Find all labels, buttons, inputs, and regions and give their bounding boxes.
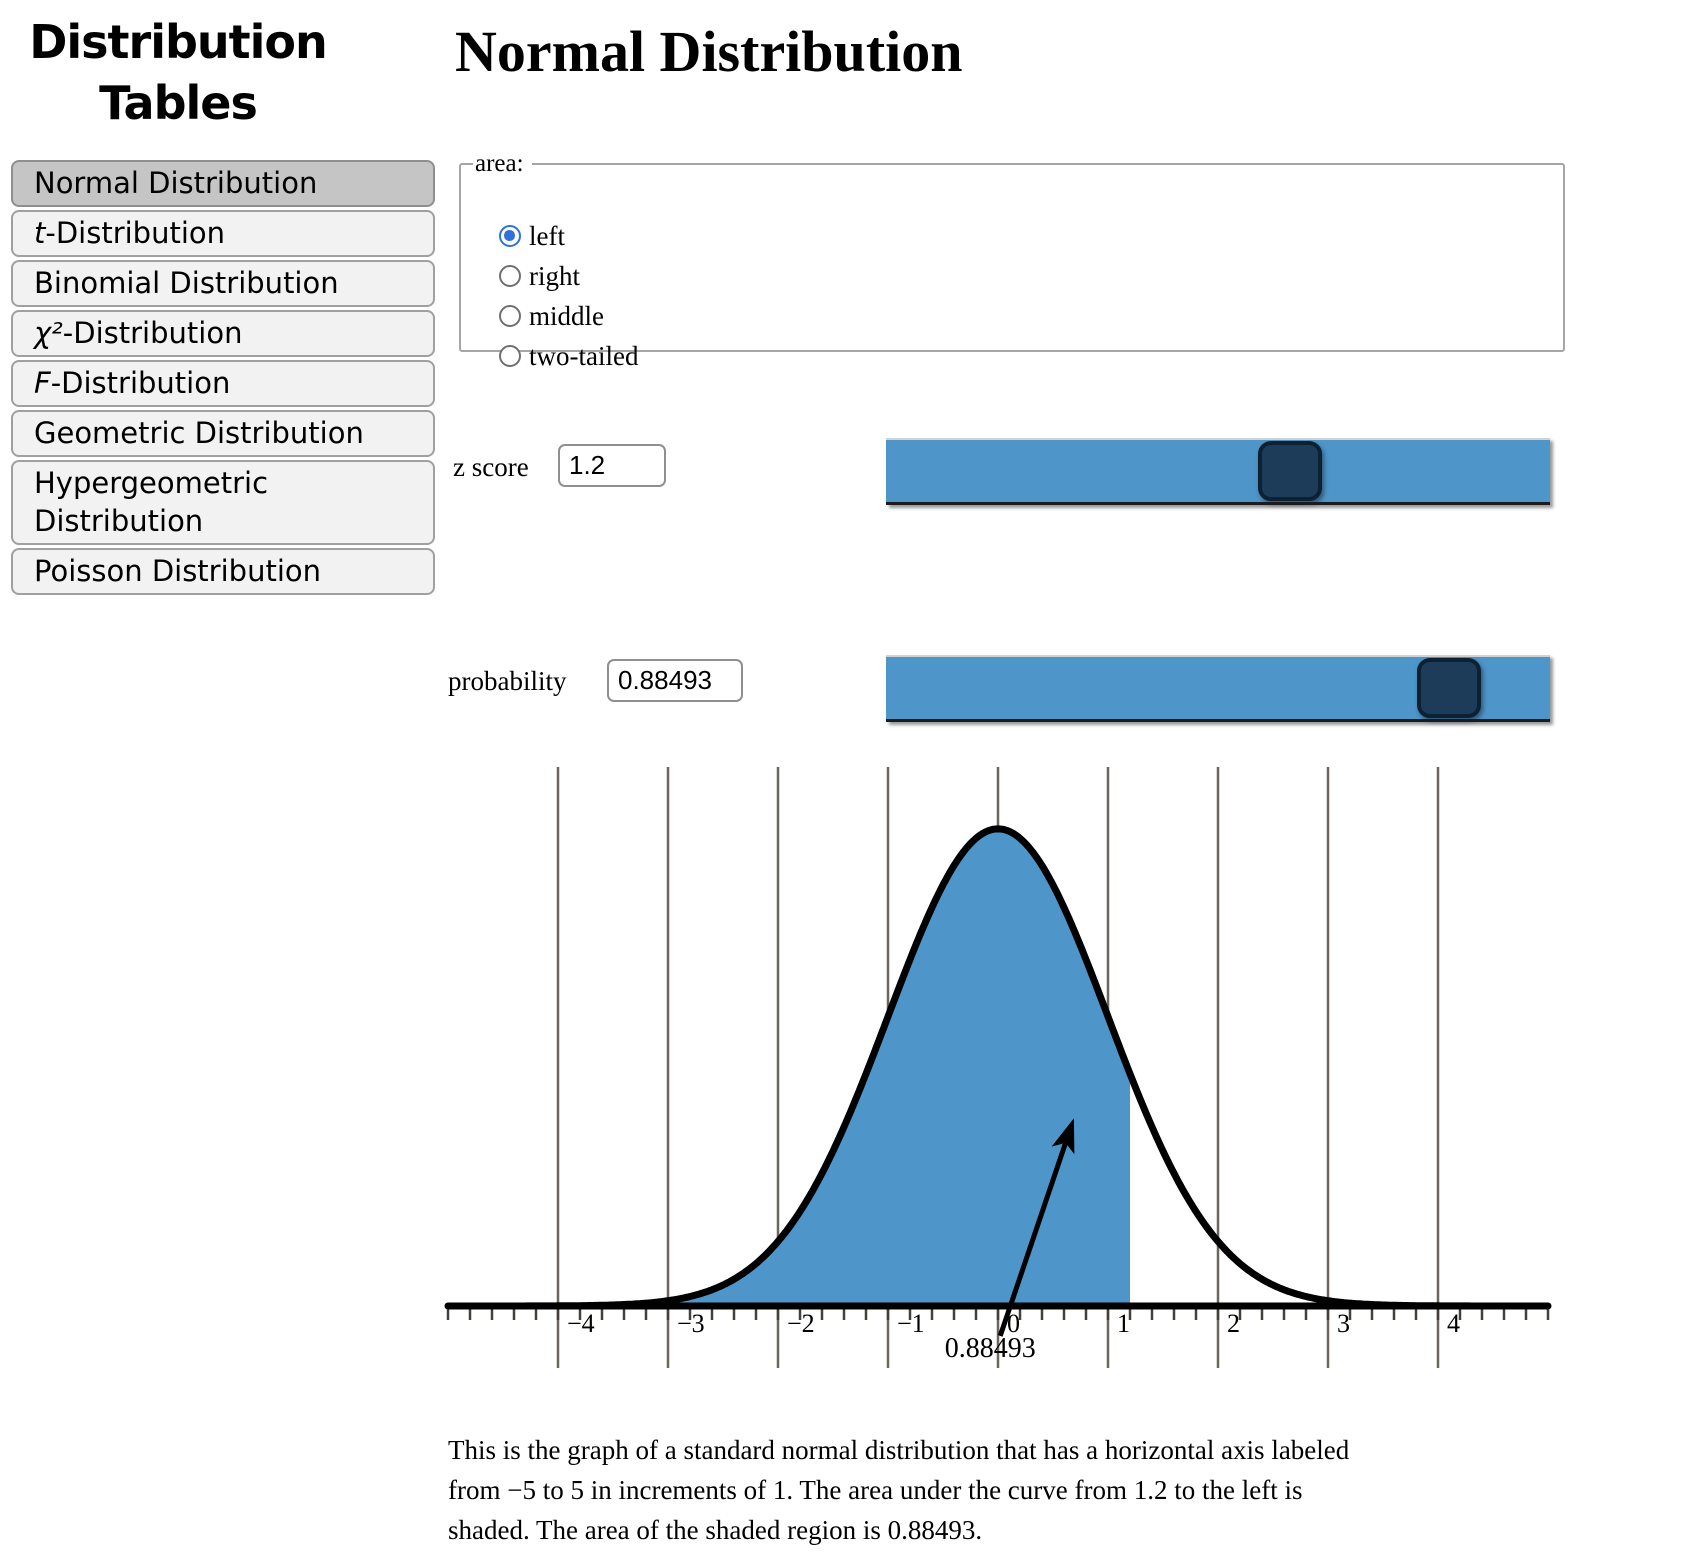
area-fieldset: area: left right middle two-tailed — [459, 150, 1565, 371]
svg-text:−2: −2 — [787, 1309, 815, 1338]
page-title: Normal Distribution — [455, 19, 963, 84]
radio-right-icon[interactable] — [499, 265, 521, 287]
radio-option-two-tailed[interactable]: two-tailed — [499, 340, 639, 371]
chart-description: This is the graph of a standard normal d… — [448, 1430, 1349, 1550]
sidebar-item-t-distribution[interactable]: t-Distribution — [11, 210, 435, 257]
svg-text:3: 3 — [1337, 1309, 1350, 1338]
radio-left-label: left — [529, 220, 565, 251]
radio-two-tailed-label: two-tailed — [529, 340, 639, 371]
chart-description-line1: This is the graph of a standard normal d… — [448, 1435, 1350, 1465]
distribution-nav: Normal Distribution t-Distribution Binom… — [11, 160, 435, 595]
z-score-input[interactable] — [558, 444, 666, 487]
svg-text:−3: −3 — [677, 1309, 705, 1338]
radio-two-tailed-icon[interactable] — [499, 345, 521, 367]
svg-text:4: 4 — [1447, 1309, 1460, 1338]
radio-option-left[interactable]: left — [499, 220, 565, 251]
svg-text:0.88493: 0.88493 — [945, 1333, 1036, 1364]
radio-option-middle[interactable]: middle — [499, 300, 604, 331]
probability-slider-track[interactable] — [886, 655, 1550, 722]
radio-middle-icon[interactable] — [499, 305, 521, 327]
svg-text:−1: −1 — [897, 1309, 925, 1338]
radio-middle-label: middle — [529, 300, 604, 331]
app-title: Distribution Tables — [0, 12, 356, 134]
app-title-line2: Tables — [99, 76, 258, 130]
sidebar-item-chi-square-distribution[interactable]: χ²-Distribution — [11, 310, 435, 357]
radio-option-right[interactable]: right — [499, 260, 580, 291]
radio-left-icon[interactable] — [499, 225, 521, 247]
svg-text:2: 2 — [1227, 1309, 1240, 1338]
svg-text:1: 1 — [1117, 1309, 1130, 1338]
sidebar-item-f-distribution[interactable]: F-Distribution — [11, 360, 435, 407]
z-score-slider-track[interactable] — [886, 438, 1550, 505]
sidebar-item-binomial-distribution[interactable]: Binomial Distribution — [11, 260, 435, 307]
svg-text:−4: −4 — [567, 1309, 595, 1338]
sidebar-item-hypergeometric-distribution[interactable]: Hypergeometric Distribution — [11, 460, 435, 545]
chart-description-line2: from −5 to 5 in increments of 1. The are… — [448, 1475, 1303, 1505]
z-score-slider-handle[interactable] — [1258, 441, 1322, 501]
app-title-line1: Distribution — [29, 15, 328, 69]
area-fieldset-legend: area: — [475, 150, 524, 177]
probability-slider-handle[interactable] — [1417, 658, 1481, 718]
probability-input[interactable] — [607, 659, 743, 702]
z-score-label: z score — [453, 452, 529, 482]
probability-label: probability — [448, 666, 567, 696]
sidebar-item-poisson-distribution[interactable]: Poisson Distribution — [11, 548, 435, 595]
radio-right-label: right — [529, 260, 580, 291]
chart-description-line3: shaded. The area of the shaded region is… — [448, 1515, 983, 1545]
svg-text:0: 0 — [1007, 1309, 1020, 1338]
normal-distribution-chart: −4 −3 −2 −1 0 1 2 3 4 0.88493 — [444, 767, 1552, 1368]
sidebar-item-normal-distribution[interactable]: Normal Distribution — [11, 160, 435, 207]
sidebar-item-geometric-distribution[interactable]: Geometric Distribution — [11, 410, 435, 457]
